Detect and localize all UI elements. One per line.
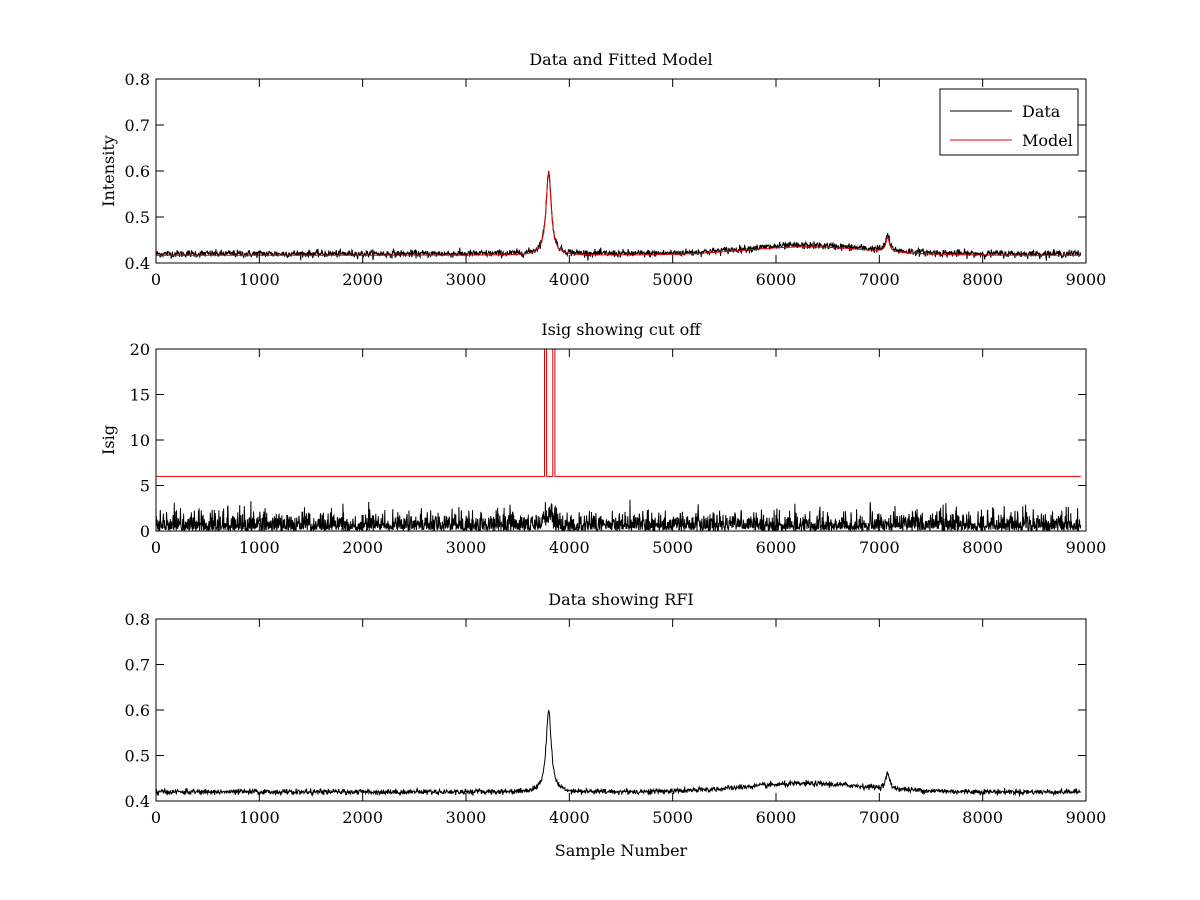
series-group (156, 349, 1082, 531)
x-tick-label: 2000 (342, 538, 383, 557)
x-tick-label: 3000 (446, 808, 487, 827)
x-tick-label: 8000 (962, 270, 1003, 289)
x-tick-label: 3000 (446, 270, 487, 289)
series-line-1 (156, 499, 1082, 531)
x-tick-label: 2000 (342, 808, 383, 827)
x-tick-label: 4000 (549, 808, 590, 827)
series-line-2 (156, 349, 1081, 477)
y-tick-label: 0.5 (125, 208, 150, 227)
x-tick-label: 1000 (239, 808, 280, 827)
x-axis-label: Sample Number (555, 841, 688, 860)
x-tick-label: 9000 (1066, 538, 1107, 557)
y-tick-label: 0.7 (125, 116, 150, 135)
legend-box (939, 88, 1079, 156)
chart-panel-1: 0 1000 2000 3000 4000 5000 6000 7000 8000 9000 0.4… (99, 50, 1106, 289)
series-group (156, 709, 1082, 797)
x-tick-label: 9000 (1066, 808, 1107, 827)
x-tick-label: 1000 (239, 538, 280, 557)
x-tick-label: 4000 (549, 538, 590, 557)
legend: Data Model (939, 88, 1079, 156)
legend-label: Data (1022, 102, 1061, 121)
series-line-data (156, 170, 1082, 261)
x-tick-label: 5000 (652, 808, 693, 827)
axes-box (155, 618, 1087, 802)
y-tick-label: 10 (130, 431, 150, 450)
x-tick-label: 6000 (756, 538, 797, 557)
y-tick-label: 0 (140, 522, 150, 541)
y-tick-label: 0.6 (125, 701, 150, 720)
y-tick-label: 15 (130, 386, 150, 405)
y-axis-label: Isig (99, 425, 118, 455)
y-tick-label: 5 (140, 477, 150, 496)
x-tick-label: 3000 (446, 538, 487, 557)
y-tick-label: 0.6 (125, 162, 150, 181)
series-line-1 (156, 709, 1082, 797)
series-group (156, 170, 1082, 261)
x-tick-label: 9000 (1066, 270, 1107, 289)
x-tick-label: 1000 (239, 270, 280, 289)
chart-title: Data and Fitted Model (529, 50, 712, 69)
y-tick-label: 0.4 (125, 792, 150, 811)
x-tick-label: 6000 (756, 808, 797, 827)
chart-title: Isig showing cut off (541, 320, 702, 339)
series-line-model (156, 172, 1081, 256)
x-tick-label: 8000 (962, 538, 1003, 557)
chart-panel-2: 0 1000 2000 3000 4000 5000 6000 7000 8000 9000 0 5 1… (99, 320, 1106, 557)
x-tick-label: 7000 (859, 808, 900, 827)
y-tick-label: 0.5 (125, 747, 150, 766)
y-tick-label: 20 (130, 340, 150, 359)
x-tick-label: 7000 (859, 538, 900, 557)
x-tick-label: 6000 (756, 270, 797, 289)
x-tick-label: 7000 (859, 270, 900, 289)
x-tick-label: 0 (151, 270, 161, 289)
x-tick-label: 5000 (652, 538, 693, 557)
x-tick-label: 5000 (652, 270, 693, 289)
x-tick-label: 0 (151, 808, 161, 827)
axes-box (155, 348, 1087, 532)
x-tick-label: 4000 (549, 270, 590, 289)
y-tick-label: 0.4 (125, 254, 150, 273)
x-tick-label: 0 (151, 538, 161, 557)
chart-panel-3: 0 1000 2000 3000 4000 5000 6000 7000 8000 9000 0.4… (125, 590, 1107, 860)
x-tick-label: 8000 (962, 808, 1003, 827)
chart-title: Data showing RFI (548, 590, 693, 609)
y-tick-label: 0.8 (125, 610, 150, 629)
y-tick-label: 0.7 (125, 656, 150, 675)
legend-label: Model (1022, 131, 1073, 150)
y-axis-label: Intensity (99, 135, 118, 207)
x-tick-label: 2000 (342, 270, 383, 289)
y-tick-label: 0.8 (125, 70, 150, 89)
